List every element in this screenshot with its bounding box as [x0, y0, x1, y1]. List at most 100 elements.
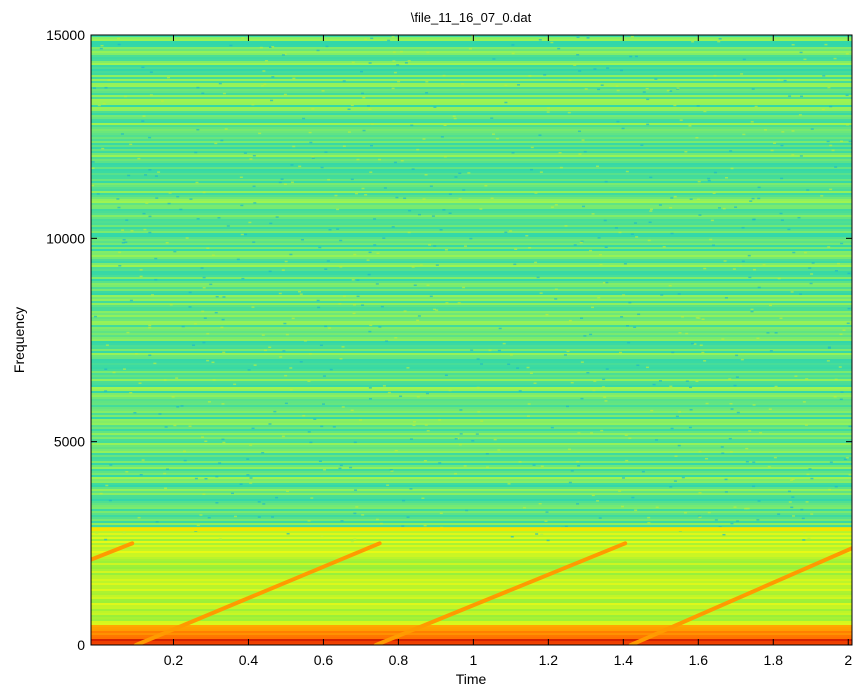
noise-speck [409, 488, 413, 490]
noise-speck [425, 92, 429, 94]
noise-speck [320, 425, 324, 428]
noise-speck [777, 78, 781, 81]
noise-speck [757, 500, 761, 502]
noise-speck [433, 308, 437, 311]
noise-speck [546, 111, 550, 113]
noise-speck [655, 506, 659, 509]
noise-speck [180, 405, 184, 407]
spectrum-row [91, 617, 852, 619]
noise-speck [545, 313, 549, 316]
noise-speck [495, 137, 499, 140]
spectrum-row [91, 611, 852, 613]
noise-speck [568, 79, 572, 81]
spectrum-row [91, 619, 852, 621]
noise-speck [554, 298, 558, 300]
noise-speck [299, 293, 303, 295]
noise-speck [471, 440, 475, 442]
noise-speck [749, 200, 753, 202]
spectrum-row [91, 303, 852, 305]
noise-speck [488, 349, 492, 352]
spectrum-row [91, 145, 852, 147]
noise-speck [148, 354, 152, 357]
noise-speck [359, 419, 363, 421]
spectrum-row [91, 469, 852, 471]
noise-speck [212, 379, 216, 381]
noise-speck [241, 277, 245, 280]
noise-speck [615, 85, 619, 87]
noise-speck [127, 174, 131, 177]
noise-speck [586, 37, 590, 39]
noise-speck [745, 460, 749, 463]
noise-speck [206, 332, 210, 335]
noise-speck [691, 41, 695, 43]
spectrum-row [91, 365, 852, 367]
noise-speck [262, 503, 266, 505]
noise-speck [742, 58, 746, 61]
spectrum-row [91, 239, 852, 241]
noise-speck [810, 477, 814, 480]
noise-speck [350, 409, 354, 412]
noise-speck [196, 86, 200, 89]
noise-speck [328, 228, 332, 231]
noise-speck [122, 239, 126, 241]
spectrum-row [91, 467, 852, 469]
x-tick-label: 1.2 [539, 652, 559, 668]
spectrum-row [91, 261, 852, 263]
noise-speck [422, 138, 426, 140]
noise-speck [302, 414, 306, 417]
noise-speck [122, 531, 126, 534]
noise-speck [847, 307, 851, 310]
noise-speck [834, 485, 838, 488]
spectrum-row [91, 373, 852, 375]
spectrum-row [91, 311, 852, 313]
noise-speck [695, 317, 699, 319]
noise-speck [845, 53, 849, 55]
noise-speck [426, 51, 430, 54]
spectrum-row [91, 313, 852, 315]
noise-speck [286, 532, 290, 535]
spectrum-row [91, 275, 852, 277]
noise-speck [155, 197, 159, 199]
noise-speck [514, 248, 518, 250]
noise-speck [827, 346, 831, 348]
noise-speck [201, 310, 205, 313]
noise-speck [325, 45, 329, 48]
spectrum-row [91, 367, 852, 369]
spectrum-row [91, 61, 852, 63]
spectrum-row [91, 445, 852, 447]
x-tick-label: 1 [469, 652, 477, 668]
noise-speck [185, 237, 189, 239]
spectrum-row [91, 241, 852, 243]
noise-speck [387, 391, 391, 394]
spectrum-row [91, 559, 852, 561]
noise-speck [469, 237, 473, 240]
noise-speck [669, 385, 673, 388]
noise-speck [829, 461, 833, 463]
noise-speck [497, 449, 501, 451]
noise-speck [339, 239, 343, 242]
noise-speck [411, 266, 415, 268]
spectrum-row [91, 113, 852, 115]
noise-speck [413, 284, 417, 287]
noise-speck [353, 441, 357, 444]
noise-speck [752, 404, 756, 406]
noise-speck [249, 477, 253, 479]
spectrum-row [91, 621, 852, 623]
spectrum-row [91, 223, 852, 225]
noise-speck [829, 144, 833, 147]
noise-speck [339, 464, 343, 467]
spectrum-row [91, 69, 852, 71]
spectrum-row [91, 39, 852, 41]
noise-speck [671, 351, 675, 354]
noise-speck [120, 133, 124, 135]
noise-speck [757, 186, 761, 189]
noise-speck [130, 230, 134, 232]
noise-speck [828, 488, 832, 491]
noise-speck [794, 375, 798, 377]
noise-speck [393, 71, 397, 74]
noise-speck [576, 460, 580, 463]
spectrum-row [91, 199, 852, 201]
noise-speck [153, 362, 157, 365]
noise-speck [215, 295, 219, 298]
noise-speck [780, 177, 784, 180]
